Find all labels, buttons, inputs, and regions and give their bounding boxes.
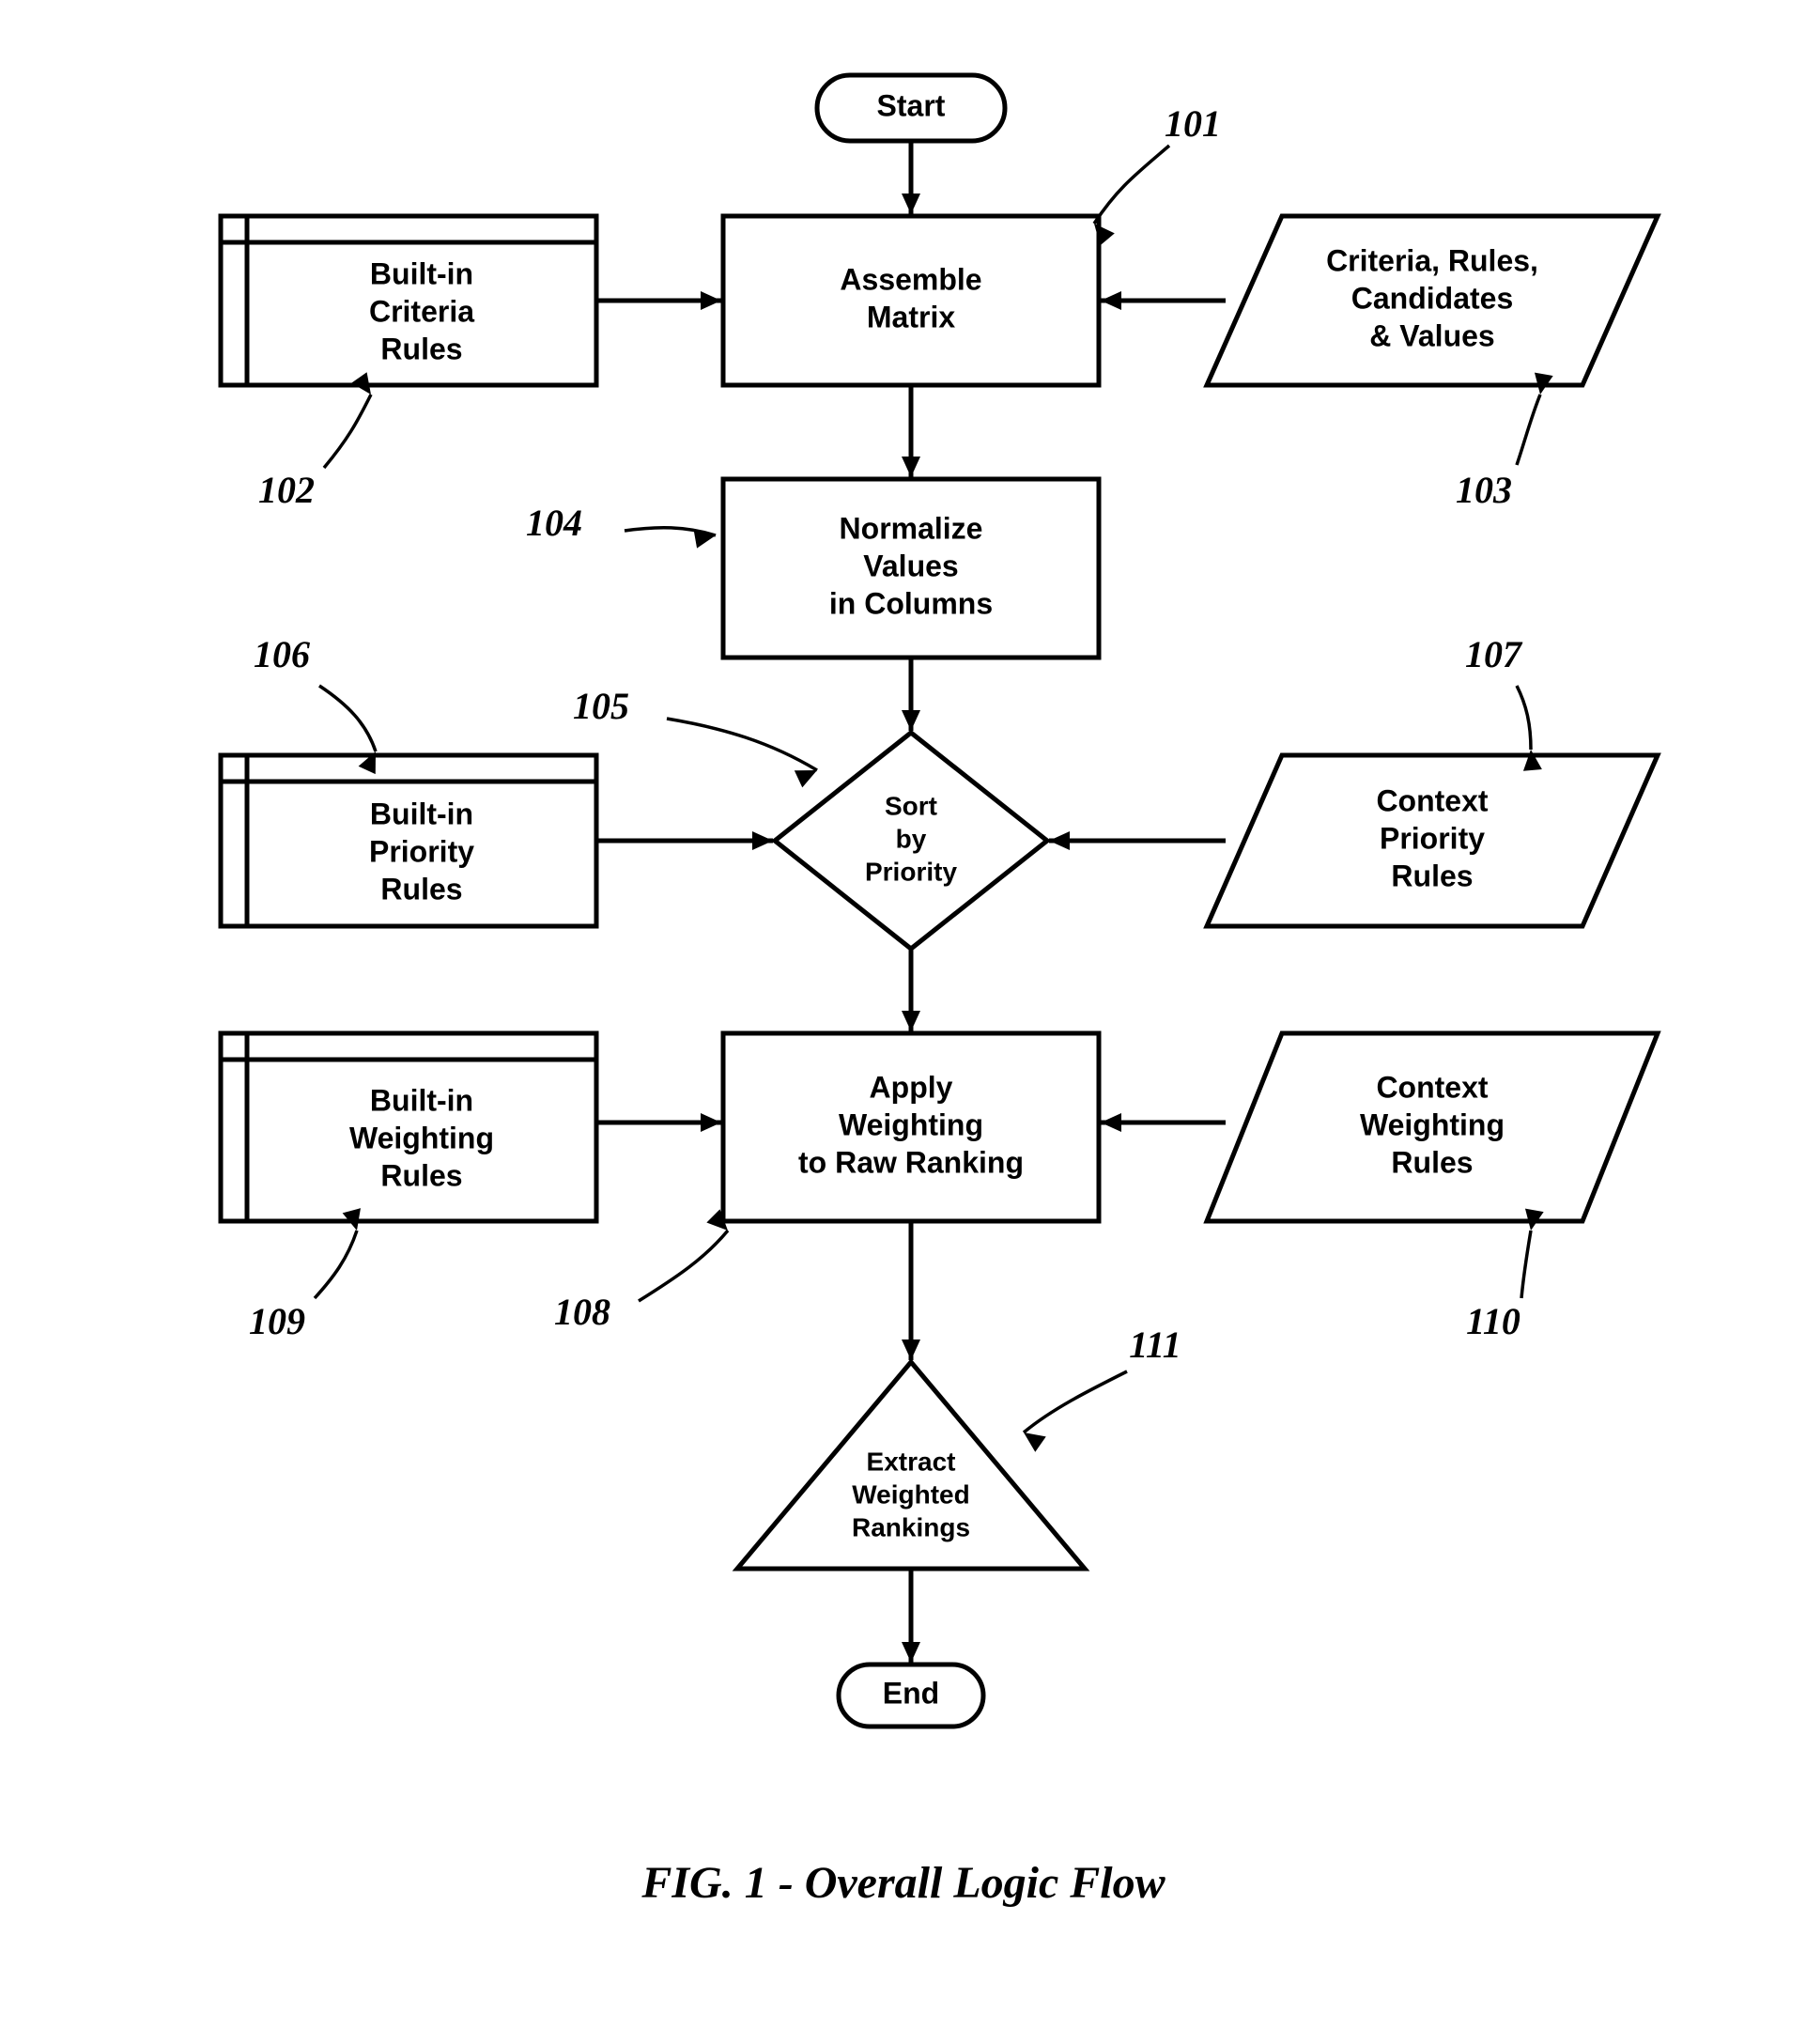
arrow-v-1 xyxy=(902,385,920,477)
svg-text:107: 107 xyxy=(1465,633,1523,675)
svg-text:110: 110 xyxy=(1466,1300,1520,1342)
node-extract: Extract Weighted Rankings xyxy=(737,1362,1085,1569)
svg-text:Assemble: Assemble xyxy=(840,262,981,296)
node-ctx_priority: Context Priority Rules xyxy=(1207,755,1658,926)
svg-text:Priority: Priority xyxy=(1380,821,1485,855)
ref-108: 108 xyxy=(554,1209,728,1333)
arrow-v-5 xyxy=(902,1569,920,1663)
arrow-v-2 xyxy=(902,658,920,731)
svg-text:Weighting: Weighting xyxy=(1360,1107,1505,1141)
svg-text:End: End xyxy=(883,1676,939,1710)
svg-text:Rules: Rules xyxy=(380,872,462,906)
svg-text:Extract: Extract xyxy=(867,1447,956,1476)
arrow-h-1 xyxy=(1101,291,1226,310)
svg-text:104: 104 xyxy=(526,502,582,544)
svg-text:Apply: Apply xyxy=(870,1070,953,1104)
svg-text:Values: Values xyxy=(863,549,958,582)
svg-text:105: 105 xyxy=(573,685,629,727)
ref-107: 107 xyxy=(1465,633,1542,771)
svg-text:108: 108 xyxy=(554,1291,610,1333)
svg-text:Rules: Rules xyxy=(1391,859,1473,892)
svg-text:Rules: Rules xyxy=(380,332,462,365)
node-ctx_weight: ContextWeighting Rules xyxy=(1207,1033,1658,1221)
svg-text:Normalize: Normalize xyxy=(840,511,983,545)
svg-text:Built-in: Built-in xyxy=(370,256,473,290)
svg-text:103: 103 xyxy=(1456,469,1512,511)
node-ctx_criteria: Criteria, Rules, Candidates& Values xyxy=(1207,216,1658,385)
svg-text:106: 106 xyxy=(254,633,310,675)
svg-text:Priority: Priority xyxy=(369,834,474,868)
arrow-v-0 xyxy=(902,141,920,214)
svg-text:109: 109 xyxy=(249,1300,305,1342)
svg-text:Built-in: Built-in xyxy=(370,1083,473,1117)
ref-101: 101 xyxy=(1094,102,1221,245)
ref-110: 110 xyxy=(1466,1209,1544,1342)
svg-text:Built-in: Built-in xyxy=(370,797,473,830)
node-builtin_weight: Built-in Weighting Rules xyxy=(221,1033,596,1221)
svg-text:by: by xyxy=(896,824,927,853)
arrow-h-4 xyxy=(596,1113,721,1132)
node-builtin_priority: Built-in Priority Rules xyxy=(221,755,596,926)
node-builtin_criteria: Built-in Criteria Rules xyxy=(221,216,596,385)
svg-text:101: 101 xyxy=(1165,102,1221,145)
svg-text:Candidates: Candidates xyxy=(1351,281,1513,315)
ref-109: 109 xyxy=(249,1208,361,1342)
svg-text:Rules: Rules xyxy=(380,1158,462,1192)
svg-text:102: 102 xyxy=(258,469,315,511)
svg-text:Weighting: Weighting xyxy=(839,1107,983,1141)
svg-text:Priority: Priority xyxy=(865,857,957,886)
node-start: Start xyxy=(817,75,1005,141)
ref-102: 102 xyxy=(258,372,371,511)
svg-text:Start: Start xyxy=(877,88,946,122)
node-assemble: Assemble Matrix xyxy=(723,216,1099,385)
svg-text:Context: Context xyxy=(1376,783,1488,817)
svg-text:Criteria, Rules,: Criteria, Rules, xyxy=(1326,243,1538,277)
arrow-v-4 xyxy=(902,1221,920,1360)
svg-text:Criteria: Criteria xyxy=(369,294,474,328)
figure-caption: FIG. 1 - Overall Logic Flow xyxy=(641,1858,1165,1908)
ref-104: 104 xyxy=(526,502,716,549)
svg-text:Weighting: Weighting xyxy=(349,1121,494,1154)
arrow-v-3 xyxy=(902,949,920,1031)
svg-text:Rankings: Rankings xyxy=(852,1512,970,1541)
arrow-h-2 xyxy=(596,831,773,850)
arrow-h-3 xyxy=(1049,831,1226,850)
svg-text:in Columns: in Columns xyxy=(829,586,993,620)
svg-text:& Values: & Values xyxy=(1369,318,1494,352)
node-normalize: Normalize Values in Columns xyxy=(723,479,1099,658)
node-sortby: Sort by Priority xyxy=(775,733,1047,949)
svg-text:Context: Context xyxy=(1376,1070,1488,1104)
svg-text:Weighted: Weighted xyxy=(852,1479,969,1509)
svg-text:111: 111 xyxy=(1129,1324,1181,1366)
svg-text:to Raw Ranking: to Raw Ranking xyxy=(798,1145,1024,1179)
arrow-h-0 xyxy=(596,291,721,310)
svg-text:Matrix: Matrix xyxy=(867,300,955,333)
node-end: End xyxy=(839,1665,983,1727)
ref-111: 111 xyxy=(1024,1324,1181,1452)
node-apply: ApplyWeighting to Raw Ranking xyxy=(723,1033,1099,1221)
arrow-h-5 xyxy=(1101,1113,1226,1132)
ref-103: 103 xyxy=(1456,373,1553,511)
svg-text:Sort: Sort xyxy=(885,791,937,820)
ref-105: 105 xyxy=(573,685,817,787)
svg-text:Rules: Rules xyxy=(1391,1145,1473,1179)
